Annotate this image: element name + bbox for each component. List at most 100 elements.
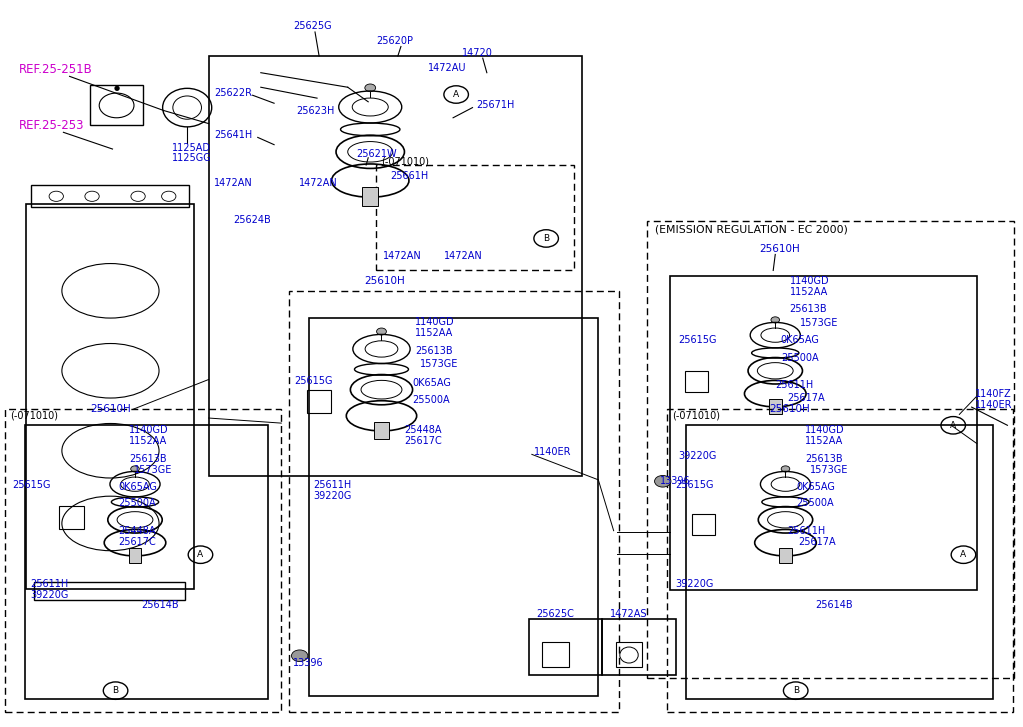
Text: 13396: 13396 <box>293 658 323 668</box>
Text: (EMISSION REGULATION - EC 2000): (EMISSION REGULATION - EC 2000) <box>655 224 847 234</box>
Text: 25613B: 25613B <box>805 454 843 464</box>
Text: 25617C: 25617C <box>119 537 157 547</box>
Circle shape <box>49 191 63 201</box>
Text: 1140GD: 1140GD <box>805 425 845 435</box>
Bar <box>362 187 379 206</box>
Bar <box>26 204 194 589</box>
Text: 25611H: 25611H <box>313 480 351 490</box>
Text: 25671H: 25671H <box>477 100 515 110</box>
Bar <box>780 548 792 563</box>
Text: 25625C: 25625C <box>536 609 574 619</box>
Bar <box>34 582 185 600</box>
Text: 25615G: 25615G <box>295 376 333 386</box>
Text: 13396: 13396 <box>660 476 691 486</box>
Text: 25625G: 25625G <box>294 21 332 31</box>
Text: 25614B: 25614B <box>141 600 179 610</box>
Text: 1152AA: 1152AA <box>129 436 167 446</box>
Text: 25617A: 25617A <box>788 393 826 403</box>
Circle shape <box>782 466 790 472</box>
Text: 1472AU: 1472AU <box>428 63 466 73</box>
Bar <box>25 425 268 699</box>
Text: 25624B: 25624B <box>233 214 271 225</box>
Bar <box>374 422 389 439</box>
Text: 1573GE: 1573GE <box>810 465 848 475</box>
Text: 25500A: 25500A <box>412 395 450 405</box>
Text: 14720: 14720 <box>462 48 493 58</box>
Text: 25610H: 25610H <box>759 244 800 254</box>
Text: 25615G: 25615G <box>12 480 51 490</box>
Text: 25620P: 25620P <box>376 36 413 46</box>
Text: 1573GE: 1573GE <box>134 465 172 475</box>
Bar <box>59 506 84 529</box>
Text: (-071010): (-071010) <box>672 411 720 421</box>
Text: 39220G: 39220G <box>31 590 70 600</box>
Text: 39220G: 39220G <box>313 491 351 501</box>
Bar <box>603 619 676 675</box>
Text: 25661H: 25661H <box>391 171 429 181</box>
Bar <box>693 515 715 535</box>
Text: B: B <box>793 686 799 695</box>
Circle shape <box>162 191 176 201</box>
Text: 25448A: 25448A <box>404 425 442 435</box>
Text: 25610H: 25610H <box>364 276 405 286</box>
Text: 25613B: 25613B <box>415 346 453 356</box>
Circle shape <box>365 84 375 92</box>
Text: 25611H: 25611H <box>31 579 69 589</box>
Text: 1140ER: 1140ER <box>534 447 572 457</box>
Text: 0K65AG: 0K65AG <box>412 378 451 388</box>
Bar <box>542 642 569 667</box>
Text: (-071010): (-071010) <box>10 411 58 421</box>
Text: 1573GE: 1573GE <box>420 359 458 369</box>
Text: 25611H: 25611H <box>788 526 826 536</box>
Text: 25611H: 25611H <box>775 380 813 390</box>
Text: ●: ● <box>114 85 120 91</box>
Bar <box>376 165 574 270</box>
Text: A: A <box>453 90 459 99</box>
Text: 25617C: 25617C <box>404 436 442 446</box>
Bar <box>667 409 1013 712</box>
Text: REF.25-253: REF.25-253 <box>18 119 84 132</box>
Text: 1472AN: 1472AN <box>214 178 253 188</box>
Text: 25610H: 25610H <box>90 403 131 414</box>
Text: 1140GD: 1140GD <box>790 276 830 286</box>
Text: 1152AA: 1152AA <box>805 436 843 446</box>
Text: A: A <box>961 550 967 559</box>
Text: 1472AN: 1472AN <box>383 251 421 261</box>
Circle shape <box>131 191 145 201</box>
Text: 0K65AG: 0K65AG <box>781 335 819 345</box>
Text: 0K65AG: 0K65AG <box>119 482 158 492</box>
Text: 25448A: 25448A <box>119 526 157 536</box>
Text: 1140GD: 1140GD <box>415 317 455 327</box>
Bar <box>290 291 619 712</box>
Text: 25614B: 25614B <box>815 600 853 610</box>
Text: 25615G: 25615G <box>678 335 716 345</box>
Bar <box>31 185 189 207</box>
Text: 25622R: 25622R <box>214 88 252 98</box>
Text: A: A <box>950 421 957 430</box>
Bar <box>685 371 708 392</box>
Text: 1573GE: 1573GE <box>800 318 838 328</box>
Text: 1140GD: 1140GD <box>129 425 169 435</box>
Bar <box>616 642 642 667</box>
Text: 25641H: 25641H <box>214 130 252 140</box>
Circle shape <box>655 475 671 487</box>
Text: 25623H: 25623H <box>297 105 335 116</box>
Bar <box>5 409 281 712</box>
Text: 25500A: 25500A <box>119 498 157 508</box>
Text: 1140FZ: 1140FZ <box>975 389 1012 399</box>
Text: 1140ER: 1140ER <box>975 400 1012 410</box>
Text: 1125AD: 1125AD <box>172 143 211 153</box>
Text: 25613B: 25613B <box>790 304 828 314</box>
Bar <box>307 390 331 413</box>
Text: 25500A: 25500A <box>782 353 819 363</box>
Text: 25500A: 25500A <box>797 498 835 508</box>
Text: 1472AS: 1472AS <box>610 609 648 619</box>
Text: (-071010): (-071010) <box>382 156 430 166</box>
Text: REF.25-251B: REF.25-251B <box>18 63 92 76</box>
Bar <box>90 85 143 125</box>
Text: 25615G: 25615G <box>675 480 713 490</box>
Text: 39220G: 39220G <box>675 579 713 589</box>
Text: 1125GG: 1125GG <box>172 153 212 164</box>
Text: 1472AN: 1472AN <box>299 178 338 188</box>
Text: 25621W: 25621W <box>356 149 397 159</box>
